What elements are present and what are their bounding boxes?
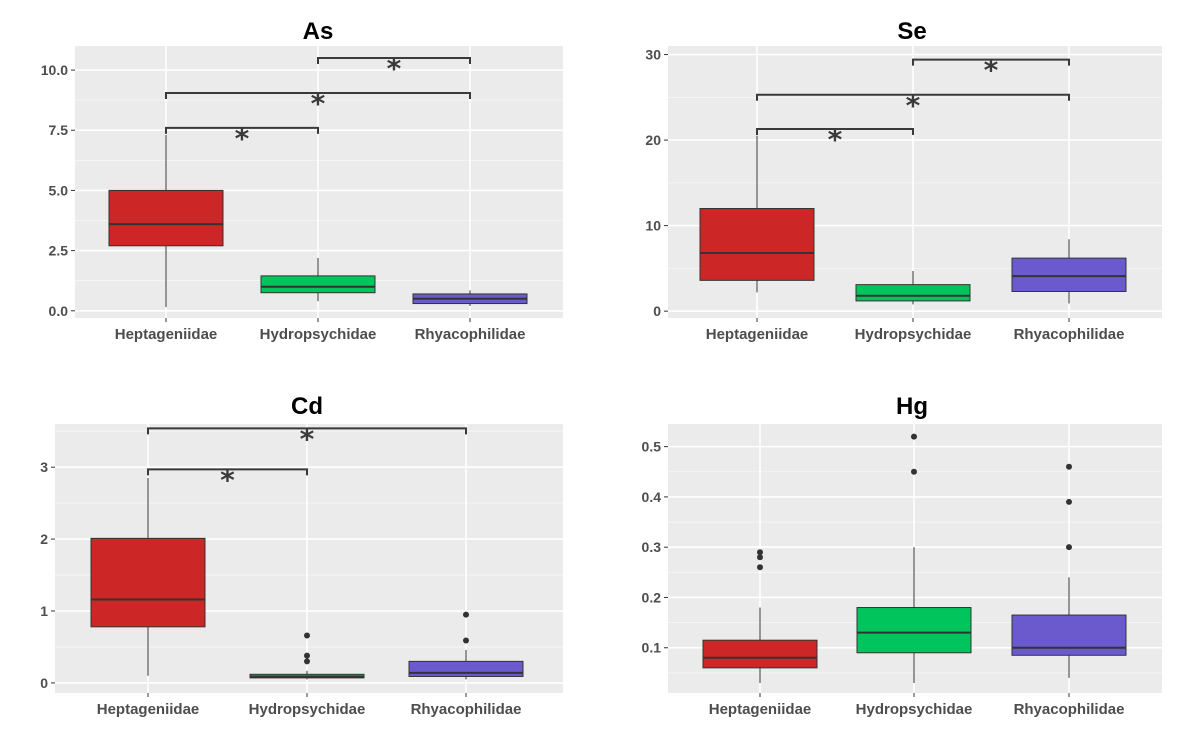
box-body <box>1011 614 1127 656</box>
bracket-line <box>756 127 914 135</box>
y-tick-label: 0 <box>40 675 48 691</box>
box-body <box>702 639 818 669</box>
significance-label: * <box>906 89 921 122</box>
y-tick-label: 0.2 <box>642 589 662 605</box>
box-body <box>855 284 971 302</box>
significance-bracket: * <box>147 422 467 455</box>
bracket-line <box>912 58 1070 66</box>
bracket-line <box>317 57 471 65</box>
y-tick-label: 7.5 <box>49 122 69 138</box>
panel-title: Hg <box>896 393 928 420</box>
significance-label: * <box>300 422 315 455</box>
outlier-point <box>757 549 763 556</box>
box-body <box>856 607 972 654</box>
outlier-point <box>463 637 469 644</box>
panel-title: Se <box>897 18 926 45</box>
box-hydropsychidae <box>856 433 972 683</box>
y-tick-label: 5.0 <box>49 182 69 198</box>
bracket-line <box>147 468 308 476</box>
y-tick-label: 30 <box>645 47 661 63</box>
significance-label: * <box>387 52 402 85</box>
significance-bracket: * <box>756 123 914 156</box>
significance-bracket: * <box>756 89 1070 122</box>
box-body <box>408 660 524 677</box>
y-tick-label: 0.1 <box>642 640 662 656</box>
x-tick-label: Hydropsychidae <box>260 326 377 343</box>
bracket-line <box>165 91 471 99</box>
x-tick-label: Heptageniidae <box>115 326 218 343</box>
box-rhyacophilidae <box>1011 239 1127 304</box>
significance-label: * <box>235 122 250 155</box>
x-tick-label: Hydropsychidae <box>856 701 973 718</box>
significance-bracket: * <box>912 54 1070 87</box>
y-tick-label: 1 <box>40 603 48 619</box>
box-body <box>260 275 376 294</box>
y-tick-label: 0.3 <box>642 539 662 555</box>
panel-se: 0 10 20 30 Heptageniidae Hydropsychidae Rhyaco… <box>645 18 1162 343</box>
box-body <box>699 208 815 281</box>
bracket-line <box>165 126 319 134</box>
box-heptageniidae <box>699 135 815 293</box>
x-tick-label: Heptageniidae <box>709 701 812 718</box>
y-tick-label: 0.0 <box>49 303 69 319</box>
significance-bracket: * <box>165 122 319 155</box>
x-tick-label: Heptageniidae <box>706 326 809 343</box>
box-body <box>108 189 224 247</box>
box-hydropsychidae <box>249 632 365 680</box>
panel-as: 0.0 2.5 5.0 7.5 10.0 Heptageniidae Hydropsychi… <box>41 18 563 343</box>
plot-background <box>75 46 563 318</box>
y-tick-label: 2 <box>40 531 48 547</box>
y-tick-label: 3 <box>40 459 48 475</box>
panel-title: As <box>303 18 334 45</box>
box-heptageniidae <box>702 549 818 683</box>
y-tick-label: 2.5 <box>49 243 69 259</box>
outlier-point <box>304 658 310 665</box>
outlier-point <box>911 433 917 440</box>
x-tick-label: Rhyacophilidae <box>1014 326 1125 343</box>
y-tick-label: 0.4 <box>642 489 662 505</box>
box-heptageniidae <box>90 477 206 676</box>
outlier-point <box>304 652 310 659</box>
box-hydropsychidae <box>855 270 971 305</box>
x-tick-label: Hydropsychidae <box>855 326 972 343</box>
y-tick-label: 10 <box>645 218 661 234</box>
outlier-point <box>757 564 763 571</box>
x-tick-label: Rhyacophilidae <box>1014 701 1125 718</box>
x-tick-label: Rhyacophilidae <box>411 701 522 718</box>
y-tick-label: 20 <box>645 132 661 148</box>
y-tick-label: 0 <box>653 303 661 319</box>
significance-label: * <box>828 123 843 156</box>
significance-label: * <box>311 87 326 120</box>
box-rhyacophilidae <box>412 290 528 306</box>
bracket-line <box>756 93 1070 101</box>
panel-cd: 0 1 2 3 Heptageniidae Hydropsychidae Rhyacophi… <box>40 393 563 718</box>
significance-label: * <box>220 463 235 496</box>
box-body <box>90 537 206 628</box>
panel-hg: 0.1 0.2 0.3 0.4 0.5 Heptageniidae Hydropsychid… <box>642 393 1162 718</box>
significance-bracket: * <box>317 52 471 85</box>
significance-bracket: * <box>147 463 308 496</box>
significance-label: * <box>984 54 999 87</box>
outlier-point <box>1066 463 1072 470</box>
box-hydropsychidae <box>260 257 376 302</box>
outlier-point <box>463 611 469 618</box>
box-rhyacophilidae <box>408 611 524 680</box>
outlier-point <box>911 468 917 475</box>
y-tick-label: 0.5 <box>642 439 662 455</box>
significance-bracket: * <box>165 87 471 120</box>
box-body <box>1011 257 1127 292</box>
bracket-line <box>147 427 467 435</box>
panel-title: Cd <box>291 393 323 420</box>
y-tick-label: 10.0 <box>41 62 68 78</box>
box-heptageniidae <box>108 135 224 308</box>
x-tick-label: Rhyacophilidae <box>415 326 526 343</box>
x-tick-label: Heptageniidae <box>97 701 200 718</box>
box-rhyacophilidae <box>1011 463 1127 678</box>
outlier-point <box>757 554 763 561</box>
x-tick-label: Hydropsychidae <box>249 701 366 718</box>
outlier-point <box>304 632 310 639</box>
outlier-point <box>1066 498 1072 505</box>
outlier-point <box>1066 544 1072 551</box>
